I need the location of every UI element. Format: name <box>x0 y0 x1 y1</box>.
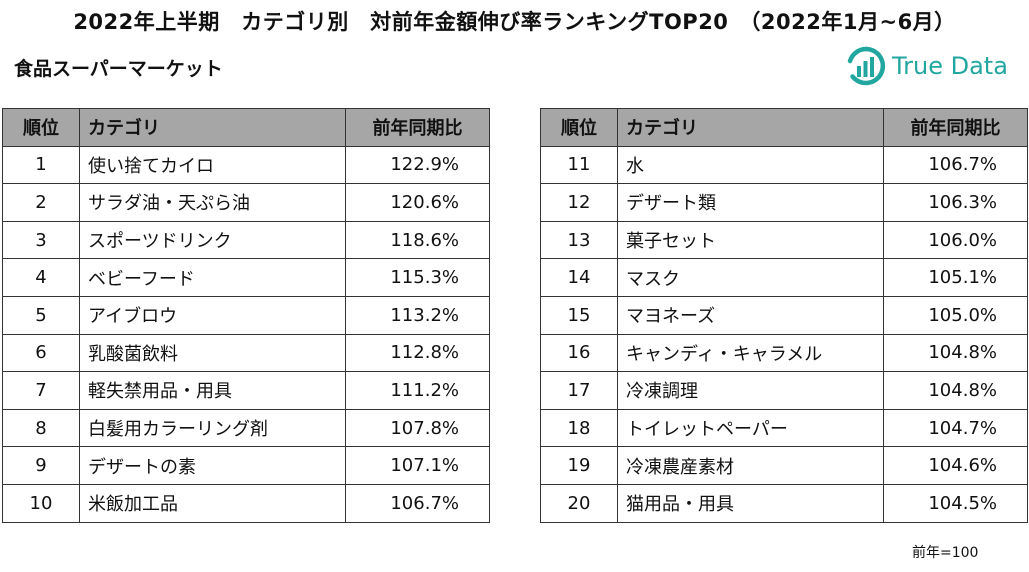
table-row: 10 米飯加工品 106.7% <box>2 483 490 523</box>
rank-cell: 10 <box>2 483 80 523</box>
header-value: 前年同期比 <box>883 108 1028 147</box>
rank-cell: 1 <box>2 145 80 185</box>
category-cell: 猫用品・用具 <box>617 483 884 523</box>
table-row: 1 使い捨てカイロ 122.9% <box>2 145 490 185</box>
rank-cell: 11 <box>540 145 618 185</box>
category-cell: 軽失禁用品・用具 <box>79 371 346 410</box>
value-cell: 105.1% <box>883 258 1028 297</box>
category-cell: 水 <box>617 145 884 185</box>
table-row: 13 菓子セット 106.0% <box>540 220 1028 260</box>
rank-cell: 6 <box>2 333 80 373</box>
value-cell: 104.7% <box>883 408 1028 448</box>
category-cell: 白髪用カラーリング剤 <box>79 408 346 448</box>
table-row: 9 デザートの素 107.1% <box>2 446 490 485</box>
value-cell: 105.0% <box>883 295 1028 335</box>
rank-cell: 16 <box>540 333 618 373</box>
value-cell: 111.2% <box>345 371 490 410</box>
page-subtitle: 食品スーパーマーケット <box>14 58 223 80</box>
value-cell: 122.9% <box>345 145 490 185</box>
rank-cell: 18 <box>540 408 618 448</box>
value-cell: 120.6% <box>345 183 490 222</box>
value-cell: 106.3% <box>883 183 1028 222</box>
value-cell: 107.1% <box>345 446 490 485</box>
rank-cell: 14 <box>540 258 618 297</box>
ranking-table-right: 順位 カテゴリ 前年同期比 11 水 106.7% 12 デザート類 106.3% 13 菓子… <box>540 108 1028 523</box>
rank-cell: 5 <box>2 295 80 335</box>
page-title: 2022年上半期 カテゴリ別 対前年金額伸び率ランキングTOP20 （2022年… <box>73 10 956 34</box>
rank-cell: 17 <box>540 371 618 410</box>
rank-cell: 12 <box>540 183 618 222</box>
value-cell: 115.3% <box>345 258 490 297</box>
table-header-row: 順位 カテゴリ 前年同期比 <box>540 108 1028 147</box>
value-cell: 106.0% <box>883 220 1028 260</box>
header-value: 前年同期比 <box>345 108 490 147</box>
category-cell: 冷凍調理 <box>617 371 884 410</box>
ranking-table-left: 順位 カテゴリ 前年同期比 1 使い捨てカイロ 122.9% 2 サラダ油・天ぷら油 12… <box>2 108 490 523</box>
category-cell: キャンディ・キャラメル <box>617 333 884 373</box>
category-cell: 冷凍農産素材 <box>617 446 884 485</box>
table-row: 17 冷凍調理 104.8% <box>540 371 1028 410</box>
table-row: 19 冷凍農産素材 104.6% <box>540 446 1028 485</box>
header-rank: 順位 <box>540 108 618 147</box>
table-row: 7 軽失禁用品・用具 111.2% <box>2 371 490 410</box>
table-row: 4 ベビーフード 115.3% <box>2 258 490 297</box>
value-cell: 104.6% <box>883 446 1028 485</box>
rank-cell: 13 <box>540 220 618 260</box>
table-row: 14 マスク 105.1% <box>540 258 1028 297</box>
category-cell: デザートの素 <box>79 446 346 485</box>
category-cell: サラダ油・天ぷら油 <box>79 183 346 222</box>
value-cell: 106.7% <box>883 145 1028 185</box>
category-cell: マヨネーズ <box>617 295 884 335</box>
table-row: 18 トイレットペーパー 104.7% <box>540 408 1028 448</box>
category-cell: スポーツドリンク <box>79 220 346 260</box>
rank-cell: 2 <box>2 183 80 222</box>
rank-cell: 9 <box>2 446 80 485</box>
category-cell: 菓子セット <box>617 220 884 260</box>
rank-cell: 20 <box>540 483 618 523</box>
rank-cell: 8 <box>2 408 80 448</box>
table-row: 8 白髪用カラーリング剤 107.8% <box>2 408 490 448</box>
table-row: 6 乳酸菌飲料 112.8% <box>2 333 490 373</box>
header-category: カテゴリ <box>79 108 346 147</box>
table-row: 20 猫用品・用具 104.5% <box>540 483 1028 523</box>
header-category: カテゴリ <box>617 108 884 147</box>
true-data-logo: True Data <box>846 44 1008 88</box>
table-row: 16 キャンディ・キャラメル 104.8% <box>540 333 1028 373</box>
true-data-logo-icon <box>847 46 886 86</box>
category-cell: 乳酸菌飲料 <box>79 333 346 373</box>
rank-cell: 7 <box>2 371 80 410</box>
rank-cell: 15 <box>540 295 618 335</box>
rank-cell: 3 <box>2 220 80 260</box>
footnote: 前年=100 <box>912 545 979 561</box>
category-cell: ベビーフード <box>79 258 346 297</box>
table-header-row: 順位 カテゴリ 前年同期比 <box>2 108 490 147</box>
value-cell: 106.7% <box>345 483 490 523</box>
value-cell: 104.8% <box>883 333 1028 373</box>
table-row: 15 マヨネーズ 105.0% <box>540 295 1028 335</box>
header-rank: 順位 <box>2 108 80 147</box>
table-row: 12 デザート類 106.3% <box>540 183 1028 222</box>
value-cell: 112.8% <box>345 333 490 373</box>
table-row: 2 サラダ油・天ぷら油 120.6% <box>2 183 490 222</box>
rank-cell: 19 <box>540 446 618 485</box>
logo-text: True Data <box>892 52 1008 80</box>
category-cell: デザート類 <box>617 183 884 222</box>
value-cell: 104.8% <box>883 371 1028 410</box>
rank-cell: 4 <box>2 258 80 297</box>
value-cell: 113.2% <box>345 295 490 335</box>
value-cell: 107.8% <box>345 408 490 448</box>
table-row: 3 スポーツドリンク 118.6% <box>2 220 490 260</box>
category-cell: トイレットペーパー <box>617 408 884 448</box>
category-cell: 米飯加工品 <box>79 483 346 523</box>
table-row: 5 アイブロウ 113.2% <box>2 295 490 335</box>
table-row: 11 水 106.7% <box>540 145 1028 185</box>
category-cell: マスク <box>617 258 884 297</box>
category-cell: アイブロウ <box>79 295 346 335</box>
value-cell: 104.5% <box>883 483 1028 523</box>
value-cell: 118.6% <box>345 220 490 260</box>
category-cell: 使い捨てカイロ <box>79 145 346 185</box>
